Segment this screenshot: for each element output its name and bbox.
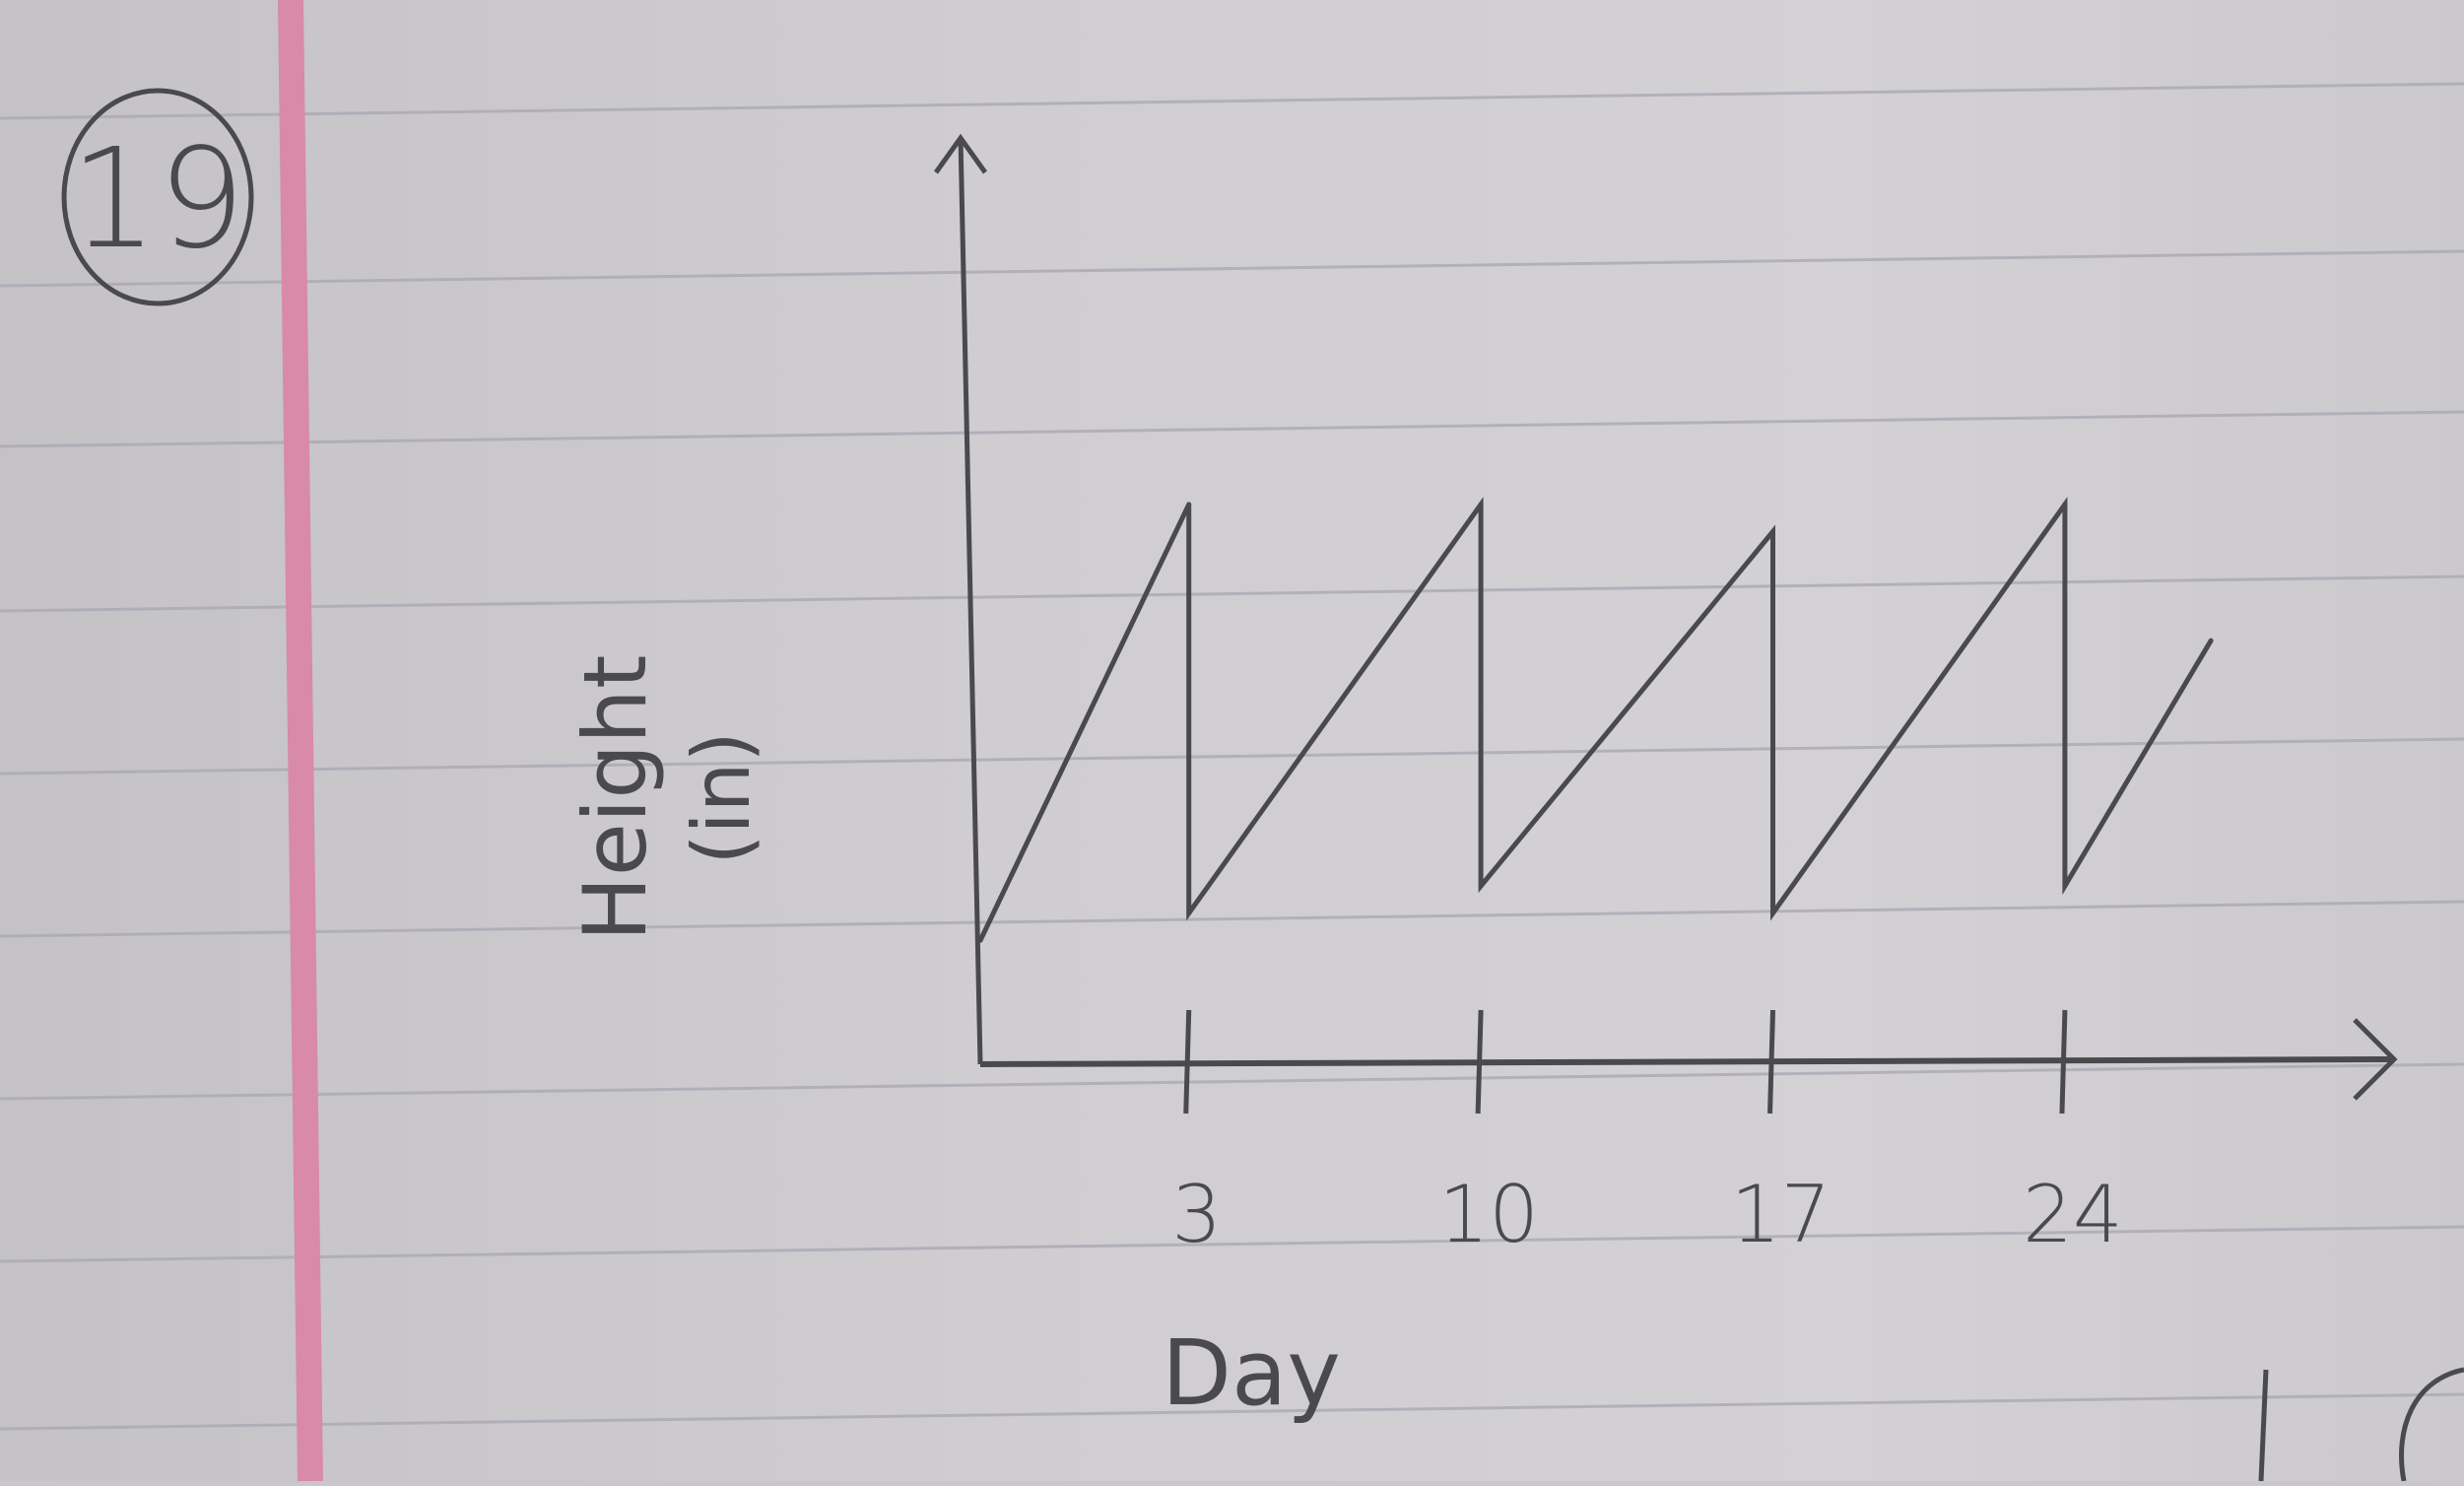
- x-tick-mark: [1767, 1009, 1776, 1114]
- x-tick-label: 24: [2023, 1169, 2123, 1260]
- y-axis-label: Height (in): [565, 655, 767, 942]
- series-point: [977, 937, 983, 943]
- ruled-line: [0, 249, 2464, 288]
- y-axis-label-line-1: Height: [565, 655, 666, 942]
- x-axis-line: [979, 1056, 2395, 1067]
- partial-next-problem-curve: [2399, 1367, 2464, 1482]
- x-tick-label: 17: [1731, 1169, 1831, 1260]
- x-tick-mark: [1183, 1009, 1192, 1114]
- ruled-line: [0, 410, 2464, 448]
- series-point: [2062, 883, 2068, 889]
- ruled-lines: [0, 82, 2464, 1431]
- x-tick-mark: [1475, 1009, 1484, 1114]
- problem-number-circle: [61, 88, 254, 306]
- series-point: [1186, 502, 1192, 507]
- margin-line: [278, 0, 323, 1482]
- series-point: [1478, 502, 1484, 507]
- ruled-line: [0, 1062, 2464, 1101]
- x-tick-label: 3: [1171, 1169, 1222, 1260]
- x-axis: [979, 1018, 2398, 1101]
- series-point: [1186, 911, 1192, 916]
- x-axis-arrowhead: [2353, 1018, 2398, 1101]
- ruled-line: [0, 900, 2464, 938]
- ruled-line: [0, 1225, 2464, 1263]
- series-points: [977, 502, 2214, 943]
- chart: 3 10 17 24 Day Height (in): [565, 133, 2398, 1426]
- x-tick-mark: [2059, 1009, 2068, 1114]
- ruled-line: [0, 1392, 2464, 1431]
- ruled-line: [0, 574, 2464, 613]
- x-tick-labels: 3 10 17 24: [1171, 1169, 2123, 1260]
- y-axis: [933, 133, 988, 1065]
- ruled-line: [0, 737, 2464, 776]
- ruled-line: [0, 82, 2464, 120]
- problem-number: 19: [70, 119, 245, 280]
- x-tick-marks: [1183, 1009, 2068, 1114]
- series-point: [2208, 638, 2214, 643]
- y-axis-line: [958, 137, 983, 1065]
- y-axis-arrowhead: [933, 133, 988, 174]
- series-point: [2062, 502, 2068, 507]
- series-point: [1770, 911, 1776, 916]
- partial-next-problem-stroke: [2258, 1369, 2269, 1482]
- series-point: [1770, 529, 1776, 535]
- series-line-height: [977, 497, 2214, 942]
- series-point: [1478, 883, 1484, 889]
- problem-number-badge: 19: [61, 88, 254, 306]
- x-axis-label: Day: [1162, 1320, 1341, 1426]
- y-axis-label-line-2: (in): [676, 731, 767, 864]
- x-tick-label: 10: [1438, 1169, 1539, 1260]
